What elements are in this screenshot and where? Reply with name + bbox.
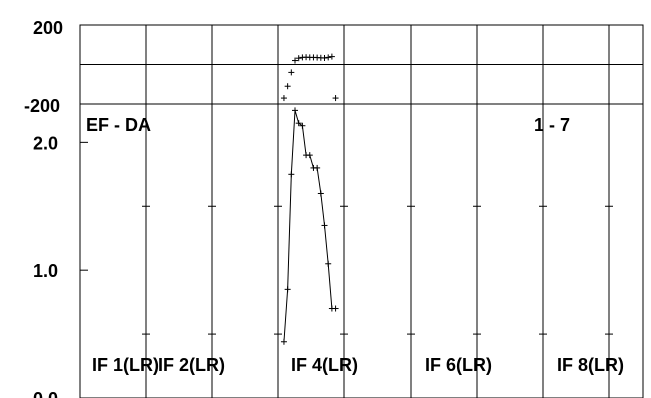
amplitude-panel: 0.0 1.0 2.0 EF - DA 1 - 7 IF 1(LR) IF 2(LR…	[33, 103, 644, 398]
phase-point	[325, 54, 332, 61]
phase-point	[288, 69, 295, 76]
if-label-4: IF 4(LR)	[291, 355, 358, 375]
if-label-8: IF 8(LR)	[557, 355, 624, 375]
phase-point	[328, 53, 335, 60]
amplitude-ytick-label: 1.0	[33, 261, 58, 281]
amplitude-point	[288, 171, 295, 178]
amplitude-point	[306, 152, 313, 159]
if-label-2: IF 2(LR)	[158, 355, 225, 375]
phase-point	[332, 95, 339, 102]
phase-data-points	[280, 53, 339, 102]
amplitude-y-ticks: 0.0 1.0 2.0	[33, 133, 613, 398]
amplitude-point	[299, 122, 306, 129]
phase-point	[321, 54, 328, 61]
amplitude-line	[283, 110, 336, 342]
amplitude-panel-frame	[79, 103, 644, 398]
phase-point	[292, 57, 299, 64]
amplitude-ytick-label: 2.0	[33, 133, 58, 153]
if-label-1: IF 1(LR)	[92, 355, 159, 375]
amplitude-point	[317, 190, 324, 197]
phase-ytick-label-top: 200	[33, 18, 63, 38]
amplitude-series	[280, 107, 339, 345]
amplitude-point	[325, 260, 332, 267]
amplitude-ytick-label: 0.0	[33, 389, 58, 398]
amplitude-point	[292, 107, 299, 114]
time-range-label: 1 - 7	[534, 115, 570, 135]
amplitude-point	[295, 120, 302, 127]
amplitude-point	[321, 222, 328, 229]
amplitude-point	[332, 305, 339, 312]
amplitude-if-dividers	[145, 104, 610, 398]
phase-point	[280, 95, 287, 102]
phase-ytick-label-bottom: -200	[24, 96, 60, 116]
phase-panel: 200 -200	[24, 18, 644, 116]
amplitude-point	[284, 286, 291, 293]
phase-point	[284, 83, 291, 90]
phase-point	[295, 55, 302, 62]
amplitude-point	[314, 164, 321, 171]
if-label-6: IF 6(LR)	[425, 355, 492, 375]
baseline-label: EF - DA	[86, 115, 151, 135]
amplitude-point	[280, 338, 287, 345]
phase-if-dividers	[145, 25, 610, 104]
